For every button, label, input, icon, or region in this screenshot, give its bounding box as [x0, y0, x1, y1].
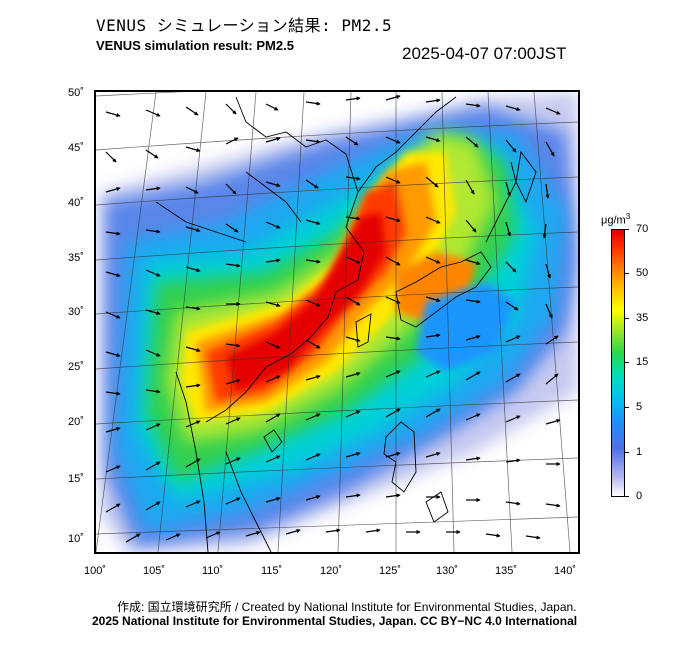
lat-label-25: 25˚	[68, 361, 84, 373]
timestamp: 2025-04-07 07:00JST	[402, 44, 567, 63]
graticule	[96, 92, 578, 552]
legend-label-0: 0	[636, 490, 643, 502]
lon-label-100: 100˚	[84, 565, 107, 577]
lon-label-110: 110˚	[202, 565, 224, 577]
lon-label-140: 140˚	[554, 565, 577, 577]
lat-label-15: 15˚	[68, 473, 84, 485]
legend-unit-base: μg/m	[601, 214, 626, 227]
lon-label-125: 125˚	[379, 565, 402, 577]
colorbar	[611, 229, 625, 497]
lat-label-20: 20˚	[68, 416, 84, 428]
legend-label-15: 15	[636, 356, 649, 368]
lat-label-50: 50˚	[68, 87, 84, 99]
lat-label-10: 10˚	[68, 533, 84, 545]
concentration-field	[100, 92, 578, 552]
lat-label-30: 30˚	[68, 306, 84, 318]
lat-label-45: 45˚	[68, 142, 84, 154]
legend-label-50: 50	[636, 267, 649, 279]
lat-label-40: 40˚	[68, 197, 84, 209]
lon-label-120: 120˚	[320, 565, 343, 577]
lon-label-105: 105˚	[143, 565, 166, 577]
lat-label-35: 35˚	[68, 252, 84, 264]
legend-unit: μg/m3	[601, 212, 630, 227]
lon-label-115: 115˚	[261, 565, 283, 577]
legend-label-1: 1	[636, 446, 643, 458]
credit-line-1: 作成: 国立環境研究所 / Created by National Instit…	[117, 600, 577, 614]
lon-label-130: 130˚	[436, 565, 459, 577]
pm25-map	[96, 92, 578, 552]
legend-label-5: 5	[636, 401, 643, 413]
legend-label-35: 35	[636, 312, 649, 324]
title-japanese: VENUS シミュレーション結果: PM2.5	[96, 16, 393, 35]
lon-label-135: 135˚	[495, 565, 518, 577]
wind-vectors	[105, 94, 561, 543]
coastlines	[155, 96, 537, 552]
legend-unit-exponent: 3	[625, 212, 631, 221]
credit-line-2: 2025 National Institute for Environmenta…	[92, 614, 578, 628]
map-frame	[94, 90, 580, 554]
legend-label-70: 70	[636, 223, 649, 235]
title-english: VENUS simulation result: PM2.5	[96, 38, 294, 53]
